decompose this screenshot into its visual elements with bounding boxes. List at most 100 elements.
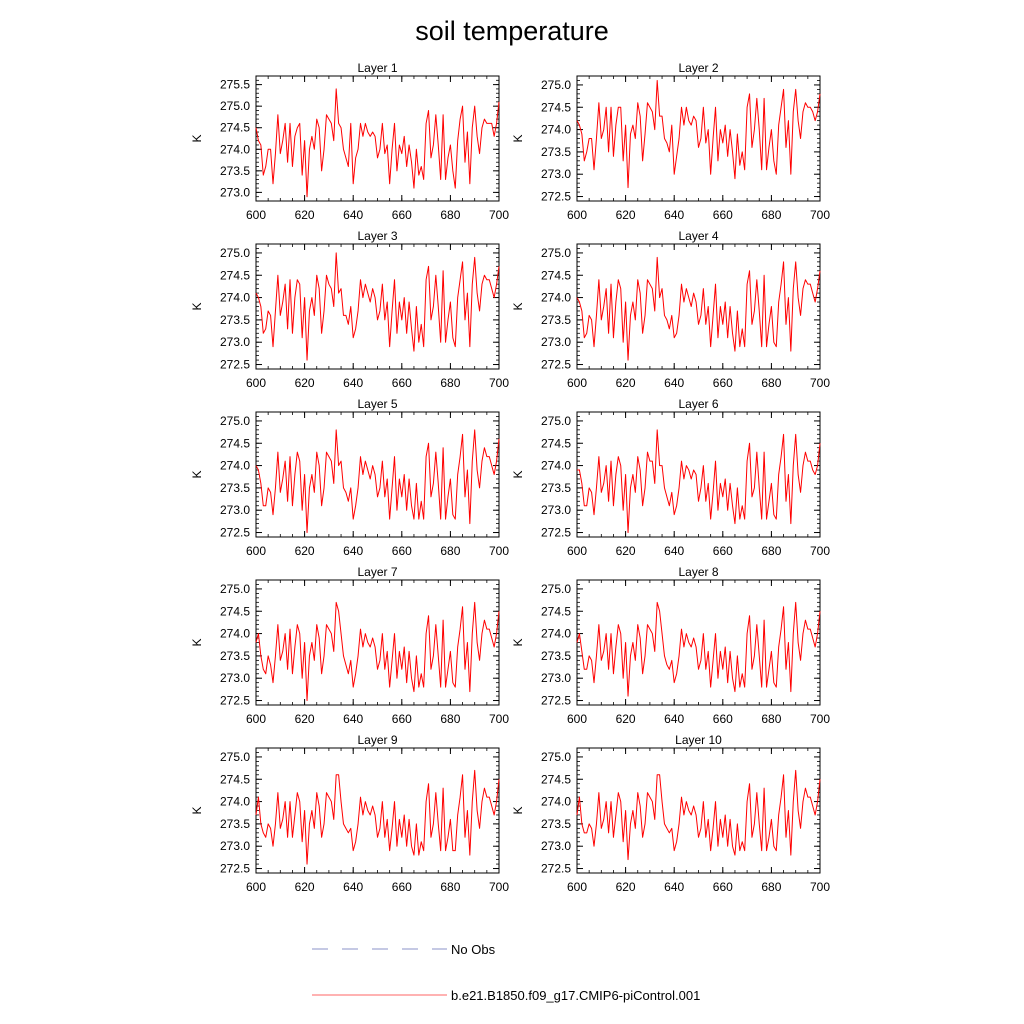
y-tick-label: 273.5	[220, 313, 250, 327]
y-tick-label: 274.5	[541, 100, 571, 114]
legend-label-no-obs: No Obs	[451, 942, 496, 957]
y-tick-label: 273.0	[541, 839, 571, 853]
series-line-model	[576, 601, 821, 697]
x-tick-label: 660	[713, 544, 733, 558]
x-tick-label: 660	[392, 712, 412, 726]
x-tick-label: 620	[295, 880, 315, 894]
figure-title: soil temperature	[415, 16, 609, 46]
y-tick-label: 275.0	[541, 414, 571, 428]
y-axis-label: K	[511, 302, 525, 310]
y-tick-label: 272.5	[541, 358, 571, 372]
panel-layer-3: Layer 3 K 272.5 273.0 273.5 274.0 274.5 275.0 60…	[190, 229, 509, 390]
x-tick-label: 700	[810, 544, 830, 558]
x-tick-label: 680	[761, 544, 781, 558]
y-tick-label: 274.0	[541, 123, 571, 137]
panel-layer-5: Layer 5 K 272.5 273.0 273.5 274.0 274.5 275.0 60…	[190, 397, 509, 558]
y-axis-label: K	[190, 806, 204, 814]
panel-layer-9: Layer 9 K 272.5 273.0 273.5 274.0 274.5 275.0 60…	[190, 733, 509, 894]
y-tick-label: 273.0	[220, 503, 250, 517]
x-tick-label: 700	[489, 208, 509, 222]
x-tick-label: 700	[810, 376, 830, 390]
x-tick-label: 640	[343, 712, 363, 726]
plot-frame	[576, 579, 821, 706]
panel-title: Layer 9	[357, 733, 397, 747]
panel-layer-4: Layer 4 K 272.5 273.0 273.5 274.0 274.5 275.0 60…	[511, 229, 830, 390]
y-tick-label: 274.5	[541, 268, 571, 282]
x-tick-label: 600	[567, 880, 587, 894]
y-tick-label: 273.5	[220, 649, 250, 663]
y-axis-label: K	[511, 638, 525, 646]
series-line-model	[576, 256, 821, 361]
series-line-model	[255, 429, 500, 534]
y-tick-label: 274.5	[220, 604, 250, 618]
x-tick-label: 640	[664, 544, 684, 558]
panel-title: Layer 6	[678, 397, 718, 411]
y-tick-label: 273.0	[220, 671, 250, 685]
y-tick-label: 275.0	[220, 246, 250, 260]
x-tick-label: 680	[440, 208, 460, 222]
x-tick-label: 660	[713, 208, 733, 222]
x-tick-label: 620	[295, 544, 315, 558]
x-tick-label: 600	[567, 376, 587, 390]
y-tick-label: 273.0	[220, 185, 250, 199]
y-tick-label: 273.5	[220, 164, 250, 178]
y-tick-label: 274.5	[541, 772, 571, 786]
y-axis-label: K	[511, 134, 525, 142]
plot-frame	[576, 747, 821, 874]
y-tick-label: 273.0	[220, 839, 250, 853]
x-tick-label: 600	[246, 880, 266, 894]
y-tick-label: 274.0	[541, 459, 571, 473]
y-tick-label: 274.0	[220, 291, 250, 305]
series-line-model	[577, 429, 821, 534]
series-line-model	[576, 769, 821, 861]
x-tick-label: 700	[489, 544, 509, 558]
panel-layer-2: Layer 2 K 272.5 273.0 273.5 274.0 274.5 275.0 60…	[511, 61, 830, 222]
x-tick-label: 700	[810, 712, 830, 726]
y-tick-label: 272.5	[220, 526, 250, 540]
series-line-model	[255, 769, 500, 865]
x-tick-label: 680	[761, 208, 781, 222]
x-tick-label: 700	[810, 208, 830, 222]
y-tick-label: 275.0	[541, 582, 571, 596]
x-tick-label: 700	[489, 880, 509, 894]
panel-title: Layer 3	[357, 229, 397, 243]
x-tick-label: 660	[392, 544, 412, 558]
y-tick-label: 274.0	[541, 291, 571, 305]
x-tick-label: 640	[343, 208, 363, 222]
y-tick-label: 273.5	[541, 817, 571, 831]
x-tick-label: 640	[664, 208, 684, 222]
panel-layer-8: Layer 8 K 272.5 273.0 273.5 274.0 274.5 275.0 60…	[511, 565, 830, 726]
y-tick-label: 275.0	[541, 750, 571, 764]
panel-layer-7: Layer 7 K 272.5 273.0 273.5 274.0 274.5 275.0 60…	[190, 565, 509, 726]
y-tick-label: 275.0	[220, 414, 250, 428]
x-tick-label: 600	[246, 376, 266, 390]
y-tick-label: 272.5	[220, 862, 250, 876]
y-tick-label: 273.0	[541, 167, 571, 181]
y-axis-label: K	[190, 302, 204, 310]
plot-frame	[255, 579, 500, 706]
y-tick-label: 272.5	[541, 694, 571, 708]
panel-title: Layer 1	[357, 61, 397, 75]
plot-frame	[255, 747, 500, 874]
x-tick-label: 680	[440, 376, 460, 390]
x-tick-label: 620	[616, 880, 636, 894]
x-tick-label: 600	[246, 712, 266, 726]
x-tick-label: 620	[295, 376, 315, 390]
plot-frame	[255, 75, 500, 202]
y-tick-label: 272.5	[541, 862, 571, 876]
y-tick-label: 273.5	[541, 481, 571, 495]
y-tick-label: 273.5	[541, 649, 571, 663]
legend: No Obs b.e21.B1850.f09_g17.CMIP6-piContr…	[312, 942, 700, 1003]
x-tick-label: 620	[295, 712, 315, 726]
panel-title: Layer 8	[678, 565, 718, 579]
panel-grid: Layer 1 K 273.0 273.5 274.0 274.5 275.0 275.5 60…	[190, 61, 830, 894]
panel-title: Layer 4	[678, 229, 718, 243]
y-tick-label: 274.0	[541, 795, 571, 809]
y-tick-label: 273.0	[541, 335, 571, 349]
y-tick-label: 274.0	[220, 795, 250, 809]
x-tick-label: 620	[616, 208, 636, 222]
x-tick-label: 640	[343, 376, 363, 390]
y-tick-label: 275.5	[220, 78, 250, 92]
x-tick-label: 680	[761, 880, 781, 894]
